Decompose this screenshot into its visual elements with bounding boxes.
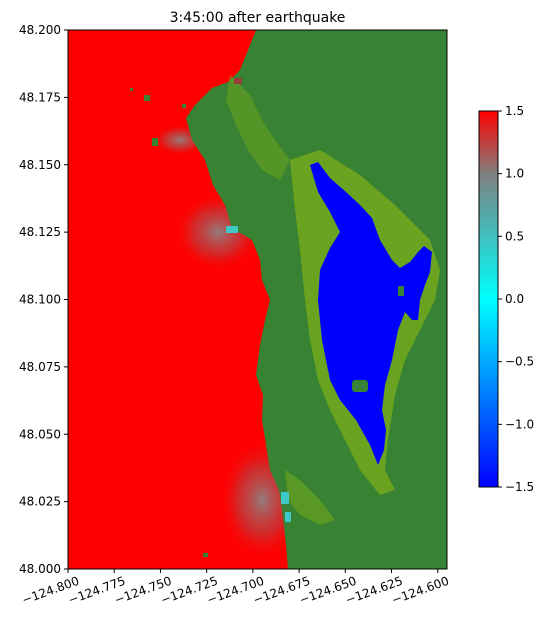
rock	[152, 138, 158, 146]
y-axis: 48.000 48.025 48.050 48.075 48.100 48.125 48.1…	[19, 23, 68, 576]
rock	[182, 104, 186, 108]
colorbar-tick-label: −1.5	[505, 480, 534, 494]
colorbar-tick-label: 1.5	[505, 104, 524, 118]
colorbar-axis: 1.5 1.0 0.5 0.0 −0.5 −1.0 −1.5	[498, 104, 534, 494]
y-tick-label: 48.050	[19, 427, 61, 441]
colorbar-tick-label: −0.5	[505, 355, 534, 369]
bay-island	[352, 380, 368, 392]
inlet-south-lower	[285, 512, 291, 522]
colorbar-tick-label: 0.5	[505, 229, 524, 243]
colorbar	[478, 110, 499, 488]
x-axis: −124.800−124.775−124.750−124.725−124.700…	[20, 569, 451, 607]
lowland-strip	[226, 75, 290, 180]
y-tick-label: 48.125	[19, 225, 61, 239]
inlet-south	[281, 492, 289, 504]
colorbar-tick-label: 0.0	[505, 292, 524, 306]
bay-islet	[398, 286, 404, 296]
bay-region	[310, 162, 432, 465]
heatmap	[68, 30, 447, 569]
y-tick-label: 48.100	[19, 293, 61, 307]
y-tick-label: 48.000	[19, 562, 61, 576]
lowland-south	[285, 470, 335, 525]
y-tick-label: 48.025	[19, 495, 61, 509]
y-tick-label: 48.200	[19, 23, 61, 37]
y-tick-label: 48.150	[19, 158, 61, 172]
rock	[203, 553, 208, 557]
rock	[234, 78, 242, 84]
colorbar-tick-label: −1.0	[505, 417, 534, 431]
y-tick-label: 48.175	[19, 90, 61, 104]
chart-title: 3:45:00 after earthquake	[170, 10, 346, 26]
y-tick-label: 48.075	[19, 360, 61, 374]
colorbar-tick-label: 1.0	[505, 167, 524, 181]
inlet-middle	[226, 226, 238, 233]
rock	[144, 95, 150, 101]
rock	[130, 88, 133, 91]
